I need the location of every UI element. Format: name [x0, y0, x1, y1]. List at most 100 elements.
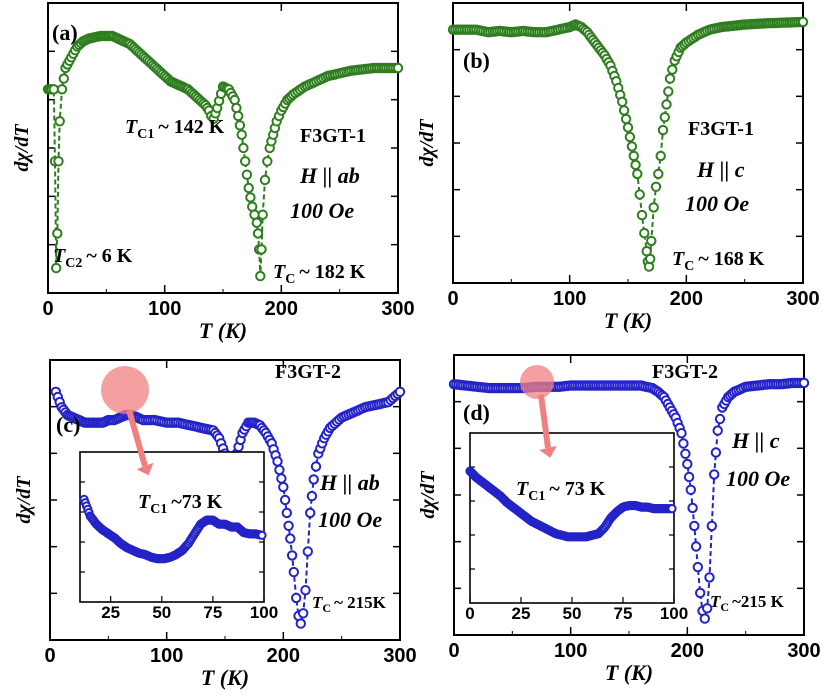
y-axis-label-d: dχ/dT — [417, 471, 439, 519]
data-point-b — [661, 99, 672, 110]
data-point-a — [257, 209, 268, 220]
data-point-a — [56, 84, 68, 95]
zoom-arrow-shaft-d — [538, 394, 551, 449]
data-point-d — [699, 613, 710, 624]
data-point-b — [636, 209, 648, 221]
data-point-b — [634, 189, 645, 200]
data-point-b — [659, 112, 670, 123]
data-point-b — [650, 181, 662, 193]
x-axis-label-b: T (K) — [604, 308, 652, 333]
data-point-c — [286, 550, 298, 561]
tc-annotation-a: TC ~ 182 K — [273, 261, 366, 287]
sample-label-d: F3GT-2 — [652, 361, 718, 383]
data-point-inset-c — [257, 530, 267, 540]
data-point-c — [302, 546, 313, 557]
data-point-d — [709, 469, 720, 480]
data-point-d — [704, 572, 715, 583]
x-tick-label-b: 0 — [447, 288, 458, 310]
x-tick-label-d: 200 — [671, 640, 704, 662]
data-point-c — [281, 507, 292, 519]
tc-t-d: T — [710, 592, 721, 611]
data-point-b — [657, 124, 669, 136]
data-point-c — [283, 520, 294, 531]
tc-sub-a: C — [285, 272, 295, 287]
data-point-c — [285, 533, 296, 544]
data-point-inset-d — [667, 504, 677, 514]
data-point-c — [291, 592, 302, 604]
panel-label-a: (a) — [52, 20, 78, 45]
data-point-b — [630, 159, 641, 171]
inset-c-tc1-t: T — [138, 491, 151, 513]
data-point-a — [229, 94, 240, 106]
tc-t-a: T — [273, 261, 286, 283]
tc-annotation-b: TC ~ 168 K — [672, 248, 765, 274]
data-point-a — [52, 228, 63, 239]
panel-label-b: (b) — [463, 48, 490, 73]
x-tick-label-c: 200 — [267, 645, 300, 667]
data-point-b — [646, 235, 657, 247]
inset-c-tc1-val: ~73 K — [171, 491, 222, 513]
tc1-t-a: T — [125, 116, 138, 138]
zoom-region-marker-d — [520, 365, 554, 399]
data-point-a — [392, 62, 404, 74]
inset-x-tick-label-c: 50 — [152, 603, 171, 622]
panel-label-c: (c) — [56, 412, 80, 437]
data-point-c — [279, 494, 291, 506]
data-point-c — [278, 481, 289, 493]
data-point-d — [695, 587, 706, 599]
data-point-d — [798, 377, 810, 389]
field-a: 100 Oe — [290, 198, 354, 223]
data-point-d — [706, 520, 717, 532]
tc-val-c: ~ 215K — [334, 593, 387, 612]
inset-x-tick-label-c: 75 — [203, 603, 222, 622]
field-dir-b: H || c — [696, 157, 745, 182]
tc2-sub-a: C2 — [65, 256, 82, 271]
x-axis-label-c: T (K) — [201, 665, 249, 690]
data-point-d — [680, 448, 691, 459]
data-point-d — [689, 520, 700, 532]
x-tick-label-b: 300 — [786, 288, 819, 310]
panel-c: 0 100 200 300 25 50 75 100 — [44, 359, 417, 667]
field-c: 100 Oe — [318, 507, 382, 532]
data-point-c — [308, 474, 319, 485]
zoom-arrow-shaft-c — [126, 409, 148, 467]
data-point-d — [712, 425, 723, 436]
y-axis-label-b: dχ/dT — [416, 119, 438, 167]
data-point-a — [53, 156, 64, 167]
data-point-a — [256, 244, 267, 255]
field-dir-d: H || c — [731, 428, 780, 453]
data-point-b — [628, 150, 639, 162]
data-point-a — [234, 120, 246, 131]
data-point-a — [255, 270, 266, 282]
data-point-d — [714, 413, 726, 425]
inset-x-tick-label-d: 75 — [614, 604, 633, 623]
x-tick-label-d: 0 — [448, 640, 459, 662]
data-point-a — [54, 116, 65, 127]
data-point-b — [667, 64, 678, 75]
sample-label-a: F3GT-1 — [300, 125, 366, 147]
data-point-a — [51, 262, 62, 274]
inset-x-tick-label-d: 100 — [660, 604, 688, 623]
data-point-b — [632, 168, 643, 180]
tc2-val-a: ~ 6 K — [86, 245, 132, 267]
tc-sub-c: C — [322, 601, 331, 615]
x-tick-label-d: 300 — [787, 640, 820, 662]
tc1-annotation-a: TC1 ~ 142 K — [125, 116, 225, 142]
data-point-b — [797, 16, 809, 28]
data-point-b — [655, 150, 666, 162]
x-tick-label-a: 0 — [42, 298, 53, 320]
sample-label-b: F3GT-1 — [688, 118, 754, 140]
data-point-a — [259, 174, 271, 186]
x-tick-label-c: 100 — [150, 645, 183, 667]
data-point-a — [238, 142, 249, 154]
x-axis-label-a: T (K) — [199, 318, 247, 343]
data-point-a — [48, 84, 59, 95]
data-point-b — [653, 168, 664, 180]
data-point-d — [682, 458, 693, 470]
x-axis-label-d: T (K) — [605, 660, 653, 685]
tc2-t-a: T — [53, 245, 66, 267]
inset-x-tick-label-c: 25 — [101, 603, 120, 622]
data-point-d — [692, 561, 703, 573]
data-point-d — [702, 603, 713, 614]
